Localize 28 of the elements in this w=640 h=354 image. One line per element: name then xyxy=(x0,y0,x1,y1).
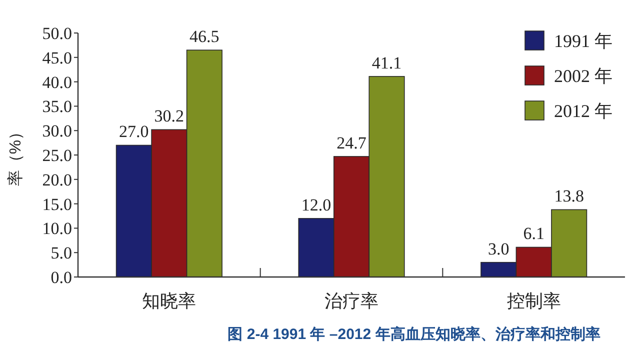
y-tick-label: 30.0 xyxy=(42,122,72,141)
data-label: 12.0 xyxy=(301,195,332,214)
legend-label: 2002 年 xyxy=(554,66,612,86)
y-tick-label: 45.0 xyxy=(42,48,72,68)
y-tick-label: 0.0 xyxy=(50,268,72,287)
data-label: 24.7 xyxy=(336,133,367,152)
data-label: 27.0 xyxy=(119,122,149,142)
y-tick-label: 10.0 xyxy=(42,219,72,238)
legend-label: 1991 年 xyxy=(554,31,612,51)
x-tick-label: 知晓率 xyxy=(142,291,196,311)
y-tick-label: 25.0 xyxy=(42,146,72,165)
data-label: 30.2 xyxy=(154,106,184,126)
text: 图 2-4 1991 年 –2012 年高血压知晓率、治疗率和控制率 xyxy=(228,325,600,343)
data-label: 13.8 xyxy=(554,186,584,206)
y-tick-label: 50.0 xyxy=(42,24,72,43)
y-tick-label: 15.0 xyxy=(42,194,72,214)
legend-label: 2012 年 xyxy=(554,101,612,121)
data-label: 46.5 xyxy=(190,27,220,46)
data-label: 41.1 xyxy=(372,53,402,72)
y-axis-title: 率（%） xyxy=(6,124,24,186)
data-label: 3.0 xyxy=(488,239,510,258)
y-tick-label: 35.0 xyxy=(42,97,72,116)
data-label: 6.1 xyxy=(523,224,544,244)
x-tick-label: 治疗率 xyxy=(324,291,378,311)
x-tick-label: 控制率 xyxy=(506,291,561,311)
y-tick-label: 40.0 xyxy=(42,72,72,92)
y-tick-label: 5.0 xyxy=(50,244,72,263)
y-tick-label: 20.0 xyxy=(42,170,72,190)
